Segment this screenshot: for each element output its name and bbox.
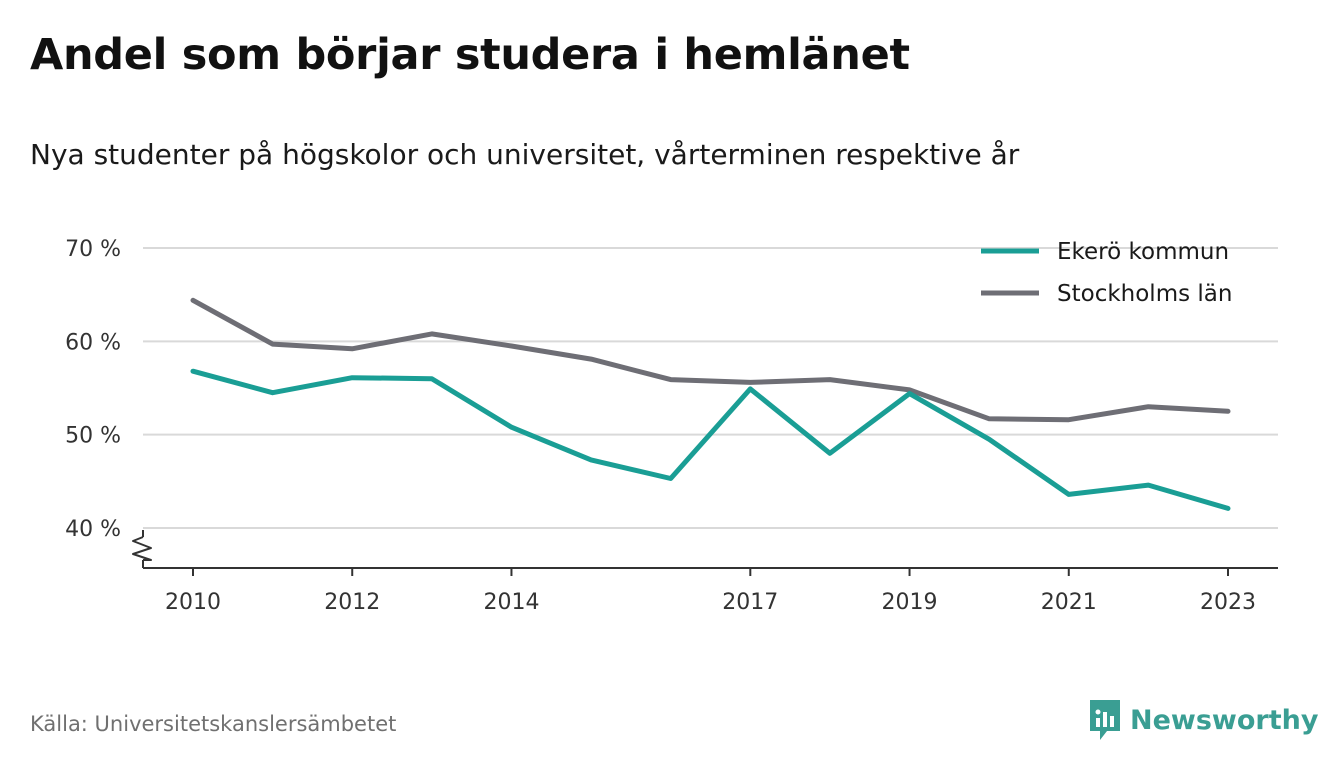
brand-logo[interactable]: Newsworthy	[1088, 698, 1318, 742]
x-tick-label: 2023	[1200, 590, 1256, 615]
y-tick-label: 40 %	[65, 517, 121, 542]
x-tick-label: 2012	[324, 590, 380, 615]
brand-name: Newsworthy	[1130, 704, 1319, 736]
x-tick-label: 2017	[722, 590, 778, 615]
x-tick-label: 2019	[882, 590, 938, 615]
y-tick-label: 70 %	[65, 237, 121, 262]
axis-break-mark	[132, 536, 152, 561]
series-line-stockholm	[190, 297, 1231, 423]
source-note: Källa: Universitetskanslersämbetet	[30, 712, 397, 736]
y-tick-label: 50 %	[65, 424, 121, 449]
newsworthy-logo-icon	[1090, 700, 1120, 740]
series-line-ekero	[190, 368, 1231, 511]
x-tick-label: 2014	[483, 590, 539, 615]
chart-subtitle: Nya studenter på högskolor och universit…	[30, 138, 1020, 171]
x-tick-label: 2010	[165, 590, 221, 615]
axes: 40 % 50 % 60 % 70 % 2010 2012 2014 2017 2019 2021…	[65, 237, 1278, 615]
legend-label: Ekerö kommun	[1057, 239, 1229, 265]
series-lines	[190, 297, 1231, 511]
legend-label: Stockholms län	[1057, 281, 1232, 307]
x-tick-label: 2021	[1041, 590, 1097, 615]
chart-title: Andel som börjar studera i hemlänet	[30, 30, 910, 80]
legend: Ekerö kommun Stockholms län	[981, 239, 1232, 307]
gridlines	[143, 247, 1278, 529]
y-tick-label: 60 %	[65, 330, 121, 355]
